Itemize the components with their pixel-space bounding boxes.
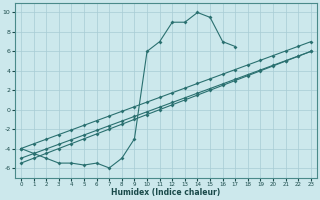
X-axis label: Humidex (Indice chaleur): Humidex (Indice chaleur)	[111, 188, 220, 197]
